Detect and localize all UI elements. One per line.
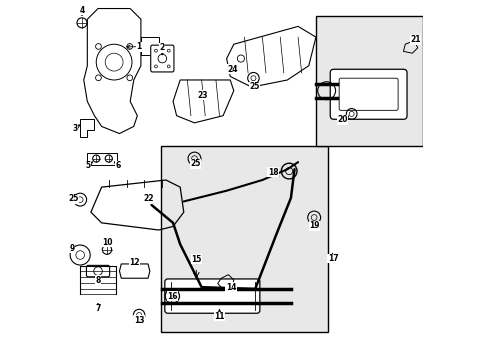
Text: 23: 23	[197, 91, 207, 100]
Text: 1: 1	[136, 42, 142, 51]
Circle shape	[167, 49, 170, 52]
FancyBboxPatch shape	[339, 78, 397, 111]
Text: 16: 16	[167, 292, 177, 301]
Text: 25: 25	[190, 159, 200, 168]
Text: 22: 22	[143, 194, 154, 203]
Text: 4: 4	[79, 6, 84, 15]
FancyBboxPatch shape	[315, 16, 422, 146]
Text: 11: 11	[214, 312, 224, 321]
Text: 7: 7	[95, 304, 101, 313]
Text: 5: 5	[86, 161, 91, 170]
Text: 10: 10	[102, 238, 112, 247]
Circle shape	[127, 44, 132, 49]
Text: 21: 21	[409, 36, 420, 45]
Circle shape	[167, 65, 170, 68]
Circle shape	[95, 75, 101, 81]
FancyBboxPatch shape	[329, 69, 406, 119]
Circle shape	[127, 75, 132, 81]
Circle shape	[154, 49, 157, 52]
Text: 17: 17	[327, 254, 338, 263]
Text: 12: 12	[129, 258, 140, 267]
Text: 8: 8	[95, 275, 101, 284]
Circle shape	[95, 44, 101, 49]
Text: 25: 25	[248, 82, 259, 91]
Text: 15: 15	[191, 255, 201, 264]
FancyBboxPatch shape	[86, 265, 109, 277]
FancyBboxPatch shape	[150, 45, 174, 72]
FancyBboxPatch shape	[160, 146, 328, 332]
Text: 3: 3	[72, 124, 77, 133]
Circle shape	[158, 54, 166, 63]
Text: 24: 24	[227, 65, 238, 74]
Circle shape	[154, 65, 157, 68]
Text: 9: 9	[70, 244, 75, 253]
Text: 20: 20	[337, 116, 347, 125]
Text: 2: 2	[160, 43, 164, 52]
FancyBboxPatch shape	[86, 153, 116, 165]
Text: 18: 18	[267, 168, 278, 177]
Text: 6: 6	[116, 161, 121, 170]
Text: 13: 13	[134, 315, 144, 324]
Text: 14: 14	[225, 283, 236, 292]
Circle shape	[94, 267, 102, 275]
Text: 25: 25	[68, 194, 79, 203]
Text: 19: 19	[308, 221, 319, 230]
FancyBboxPatch shape	[164, 279, 259, 313]
